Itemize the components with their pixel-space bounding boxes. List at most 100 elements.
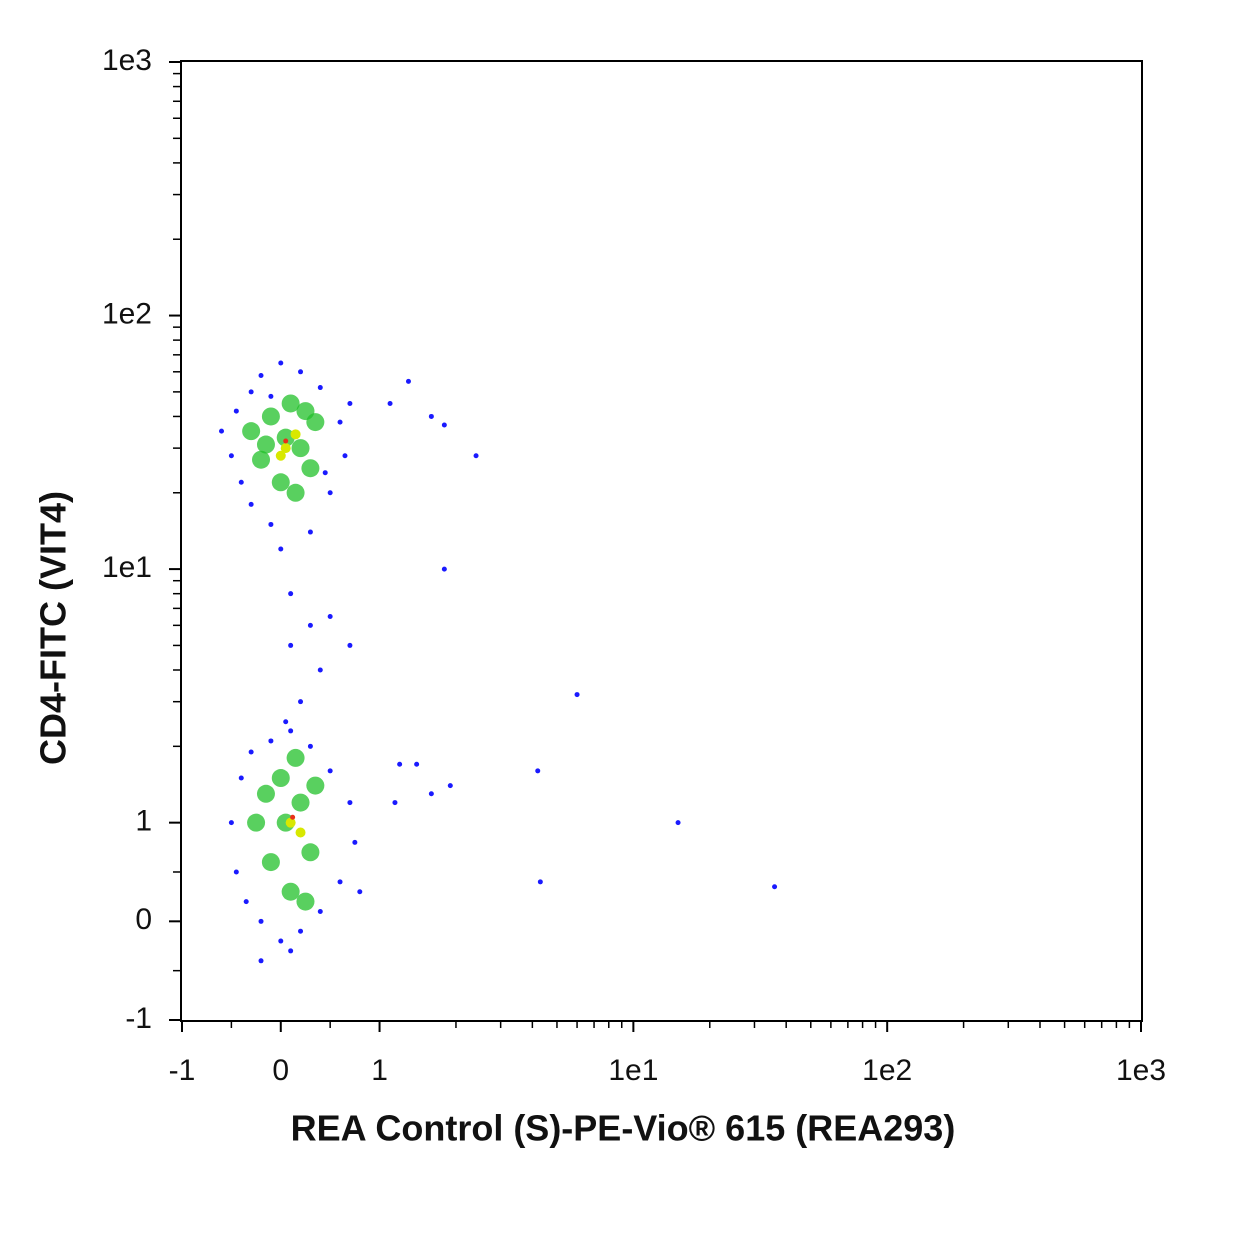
point <box>261 407 280 426</box>
point <box>337 879 343 885</box>
point <box>283 719 289 725</box>
point <box>248 389 254 395</box>
point <box>327 490 333 496</box>
point <box>268 738 274 744</box>
point <box>288 591 294 597</box>
point <box>298 699 304 705</box>
x-tick-label: -1 <box>169 1054 196 1087</box>
point <box>298 369 304 375</box>
point <box>327 614 333 620</box>
point <box>347 800 353 806</box>
point <box>327 768 333 774</box>
point <box>258 958 264 964</box>
point <box>301 843 320 862</box>
point <box>228 820 234 826</box>
point <box>286 483 305 502</box>
point <box>281 882 300 901</box>
point <box>281 394 300 413</box>
y-tick-label: 1 <box>135 805 152 838</box>
point <box>242 422 261 441</box>
point <box>306 776 325 795</box>
point <box>291 793 310 812</box>
x-tick-label: 1e3 <box>1116 1054 1166 1087</box>
point <box>357 889 363 895</box>
y-tick-label: 0 <box>135 903 152 936</box>
x-tick-label: 1e2 <box>862 1054 912 1087</box>
point <box>291 439 310 458</box>
point <box>258 373 264 379</box>
point <box>535 768 541 774</box>
point <box>347 400 353 406</box>
point <box>278 360 284 366</box>
point <box>256 784 275 803</box>
point <box>296 402 315 421</box>
point <box>288 642 294 648</box>
point <box>298 928 304 934</box>
point <box>537 879 543 885</box>
y-tick-label: 1e1 <box>102 551 152 584</box>
x-tick-label: 1 <box>371 1054 388 1087</box>
point <box>307 622 313 628</box>
y-tick-label: -1 <box>125 1002 152 1035</box>
point <box>772 884 778 890</box>
point <box>268 521 274 527</box>
point <box>392 800 398 806</box>
y-axis-title: CD4-FITC (VIT4) <box>33 491 74 765</box>
point <box>317 667 323 673</box>
point <box>337 419 343 425</box>
point <box>285 817 296 828</box>
x-tick-label: 1e1 <box>608 1054 658 1087</box>
point <box>574 692 580 698</box>
point <box>288 948 294 954</box>
point <box>261 853 280 872</box>
point <box>247 813 266 832</box>
point <box>252 450 271 469</box>
point <box>238 479 244 485</box>
point <box>228 453 234 459</box>
point <box>428 791 434 797</box>
point <box>276 428 295 447</box>
point <box>342 453 348 459</box>
point <box>317 908 323 914</box>
point <box>397 761 403 767</box>
point <box>280 443 291 454</box>
point <box>288 728 294 734</box>
point <box>278 938 284 944</box>
point <box>428 413 434 419</box>
point <box>295 827 306 838</box>
point <box>387 400 393 406</box>
point <box>275 450 286 461</box>
point <box>322 470 328 476</box>
point <box>248 749 254 755</box>
point <box>238 775 244 781</box>
point <box>447 783 453 789</box>
point <box>219 428 225 434</box>
point <box>307 529 313 535</box>
point <box>405 378 411 384</box>
point <box>301 459 320 478</box>
plot-frame <box>180 60 1143 1022</box>
y-tick-label: 1e2 <box>102 297 152 330</box>
point <box>352 839 358 845</box>
point <box>248 501 254 507</box>
point <box>414 761 420 767</box>
point <box>268 393 274 399</box>
x-axis-title: REA Control (S)-PE-Vio® 615 (REA293) <box>291 1108 956 1149</box>
point <box>441 422 447 428</box>
point <box>256 435 275 454</box>
point <box>290 429 301 440</box>
point <box>243 899 249 905</box>
point <box>317 385 323 391</box>
points <box>219 360 778 964</box>
point <box>271 769 290 788</box>
point <box>233 869 239 875</box>
point <box>473 453 479 459</box>
x-tick-label: 0 <box>272 1054 289 1087</box>
point <box>271 473 290 492</box>
y-tick-label: 1e3 <box>102 44 152 77</box>
point <box>307 743 313 749</box>
point <box>283 438 289 444</box>
point <box>675 820 681 826</box>
point <box>286 748 305 767</box>
